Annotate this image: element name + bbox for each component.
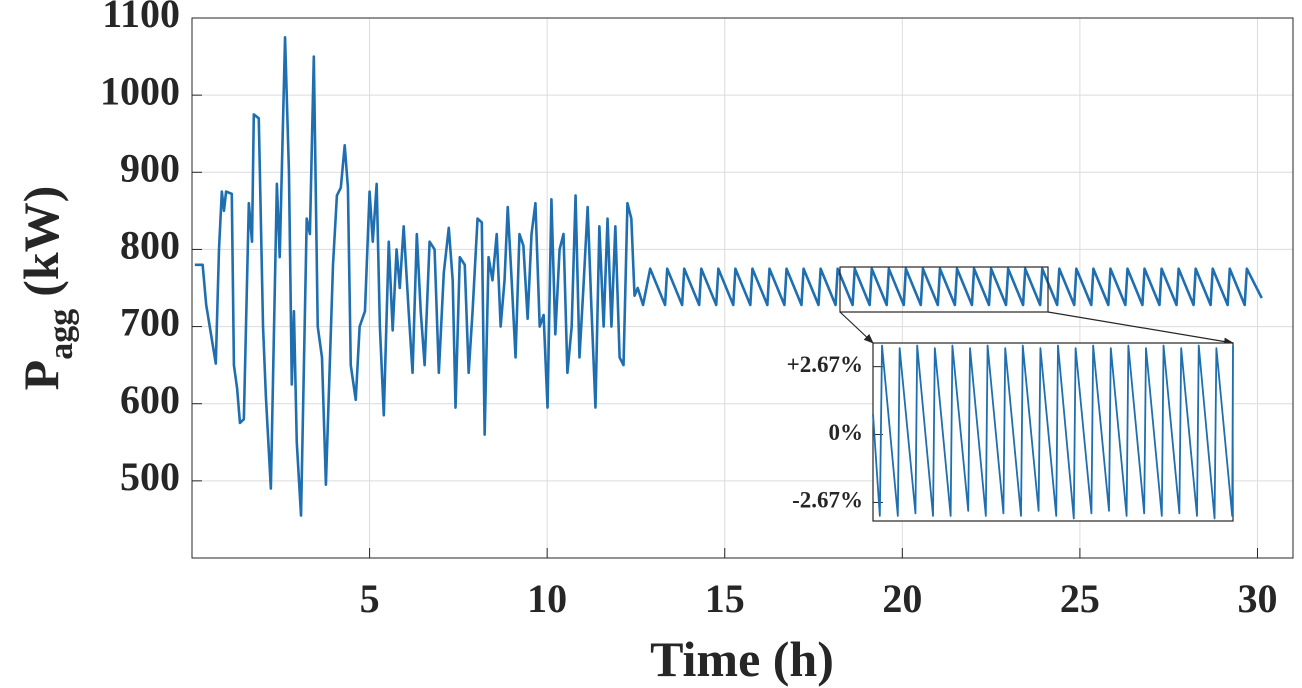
y-tick-label: 500 bbox=[120, 454, 180, 499]
y-axis-label-main: P bbox=[13, 360, 69, 391]
y-tick-label: 0% bbox=[829, 420, 864, 445]
zoom-connector bbox=[1047, 311, 1234, 346]
zoom-box bbox=[839, 266, 1049, 313]
y-tick-label: 800 bbox=[120, 223, 180, 268]
y-axis-label: Pagg (kW) bbox=[13, 186, 80, 391]
y-tick-label: 700 bbox=[120, 300, 180, 345]
x-tick-label: 5 bbox=[360, 576, 380, 621]
y-tick-label: 1000 bbox=[100, 68, 180, 113]
y-tick-label: 1100 bbox=[102, 0, 180, 36]
x-tick-label: 15 bbox=[705, 576, 745, 621]
x-tick-label: 30 bbox=[1237, 576, 1277, 621]
y-axis-label-unit: (kW) bbox=[13, 186, 69, 297]
x-tick-label: 25 bbox=[1060, 576, 1100, 621]
y-tick-label: +2.67% bbox=[787, 352, 863, 377]
x-tick-label: 20 bbox=[882, 576, 922, 621]
y-tick-label: -2.67% bbox=[792, 488, 863, 513]
lines: 500 600 700 800 900 1000 1100 5 10 15 20 25 30 bbox=[100, 0, 1277, 621]
zoom-connector bbox=[839, 311, 874, 344]
x-axis-label: Time (h) bbox=[650, 631, 834, 687]
x-tick-label: 10 bbox=[527, 576, 567, 621]
data-line bbox=[194, 35, 1263, 517]
y-axis-label-subscript: agg bbox=[43, 309, 80, 360]
inset-lines: +2.67% 0% -2.67% bbox=[787, 344, 1234, 520]
y-tick-label: 600 bbox=[120, 377, 180, 422]
plot-frame bbox=[191, 17, 1294, 559]
data-line bbox=[872, 344, 1234, 520]
y-tick-label: 900 bbox=[120, 145, 180, 190]
